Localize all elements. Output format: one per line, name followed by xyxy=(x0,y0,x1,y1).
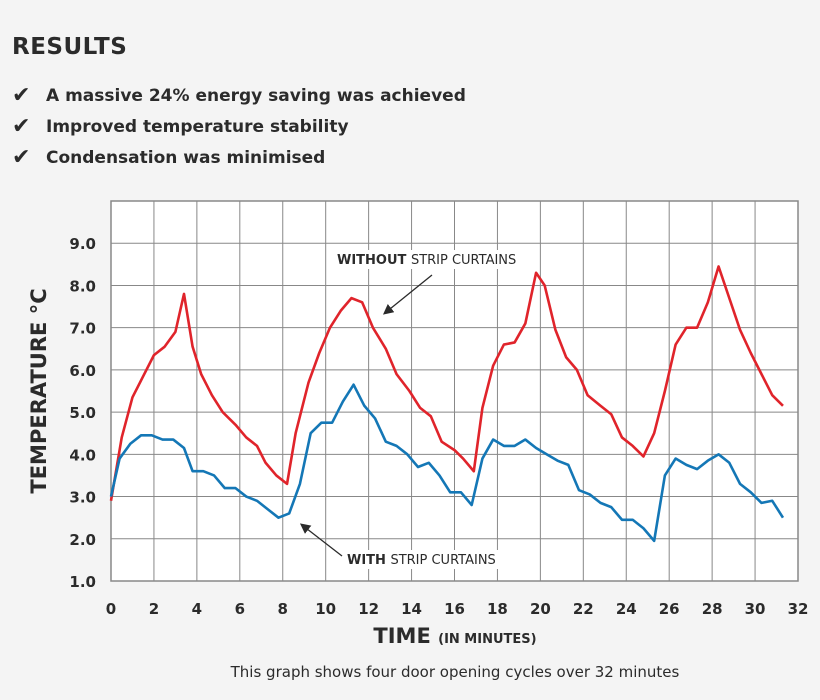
y-tick-label: 5.0 xyxy=(69,404,96,422)
annotation-arrow-with xyxy=(299,523,343,557)
results-title: RESULTS xyxy=(12,34,128,60)
legend-label-without-bold: WITHOUT xyxy=(337,253,411,268)
result-item: ✔ A massive 24% energy saving was achieve… xyxy=(12,80,466,111)
x-axis-label-suffix: (IN MINUTES) xyxy=(438,632,536,647)
y-tick-label: 1.0 xyxy=(69,573,96,591)
checkmark-icon: ✔ xyxy=(12,145,31,170)
result-text: Condensation was minimised xyxy=(46,147,326,168)
x-tick-label: 18 xyxy=(487,600,508,618)
x-tick-label: 12 xyxy=(358,600,379,618)
checkmark-icon: ✔ xyxy=(12,114,31,139)
y-tick-label: 6.0 xyxy=(69,362,96,380)
legend-label-without-bg xyxy=(333,250,521,269)
series-line-with xyxy=(109,383,785,543)
x-tick-label: 4 xyxy=(192,600,202,618)
x-tick-label: 22 xyxy=(573,600,594,618)
x-axis-label: TIME (IN MINUTES) xyxy=(373,624,536,648)
chart-caption: This graph shows four door opening cycle… xyxy=(230,663,680,681)
result-item: ✔ Condensation was minimised xyxy=(12,142,466,173)
result-text: A massive 24% energy saving was achieved xyxy=(46,85,466,106)
x-tick-label: 26 xyxy=(659,600,680,618)
y-tick-label: 9.0 xyxy=(69,235,96,253)
x-tick-label: 16 xyxy=(444,600,465,618)
y-tick-label: 7.0 xyxy=(69,320,96,338)
series-line-without xyxy=(109,265,784,501)
x-tick-label: 24 xyxy=(616,600,637,618)
legend-label-without-rest: STRIP CURTAINS xyxy=(411,253,516,268)
x-tick-label: 14 xyxy=(401,600,422,618)
result-text: Improved temperature stability xyxy=(46,116,349,137)
x-tick-label: 10 xyxy=(315,600,336,618)
x-tick-label: 8 xyxy=(278,600,288,618)
result-item: ✔ Improved temperature stability xyxy=(12,111,466,142)
y-tick-label: 2.0 xyxy=(69,531,96,549)
x-tick-label: 0 xyxy=(106,600,116,618)
legend-label-with-bg xyxy=(343,550,500,569)
x-tick-label: 6 xyxy=(235,600,245,618)
y-tick-label: 8.0 xyxy=(69,277,96,295)
legend-label-without: WITHOUT STRIP CURTAINS xyxy=(337,253,516,268)
x-tick-label: 32 xyxy=(788,600,809,618)
x-tick-label: 20 xyxy=(530,600,551,618)
x-tick-label: 28 xyxy=(702,600,723,618)
x-tick-label: 30 xyxy=(745,600,766,618)
x-tick-label: 2 xyxy=(149,600,159,618)
legend-label-with-bold: WITH xyxy=(347,553,390,568)
results-list: ✔ A massive 24% energy saving was achieve… xyxy=(12,80,466,173)
annotation-arrow-without xyxy=(382,274,433,315)
legend-label-with: WITH STRIP CURTAINS xyxy=(347,553,496,568)
y-tick-label: 4.0 xyxy=(69,446,96,464)
y-tick-label: 3.0 xyxy=(69,489,96,507)
y-axis-label: TEMPERATURE °C xyxy=(27,288,51,493)
checkmark-icon: ✔ xyxy=(12,83,31,108)
legend-label-with-rest: STRIP CURTAINS xyxy=(390,553,495,568)
